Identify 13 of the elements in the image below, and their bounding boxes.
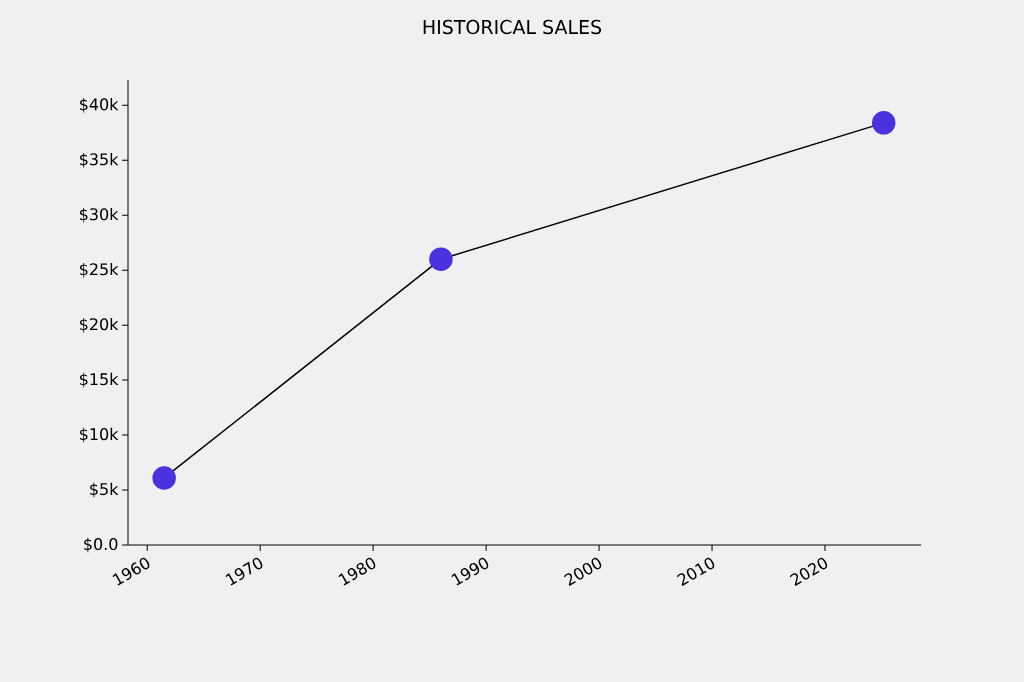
point (152, 466, 176, 490)
point (429, 247, 453, 271)
y-tick-label: $20k (80, 317, 119, 333)
chart-title: HISTORICAL SALES (423, 19, 602, 35)
y-tick-label: $0.0 (84, 537, 118, 553)
point (871, 111, 896, 135)
y-tick-label: $10k (80, 427, 119, 443)
y-tick-label: $30k (80, 207, 119, 223)
y-tick-label: $5k (90, 482, 119, 498)
y-tick-label: $15k (80, 372, 119, 388)
y-tick-label: $40k (80, 98, 119, 113)
y-tick-label: $35k (80, 152, 119, 168)
y-tick-label: $25k (80, 262, 119, 278)
